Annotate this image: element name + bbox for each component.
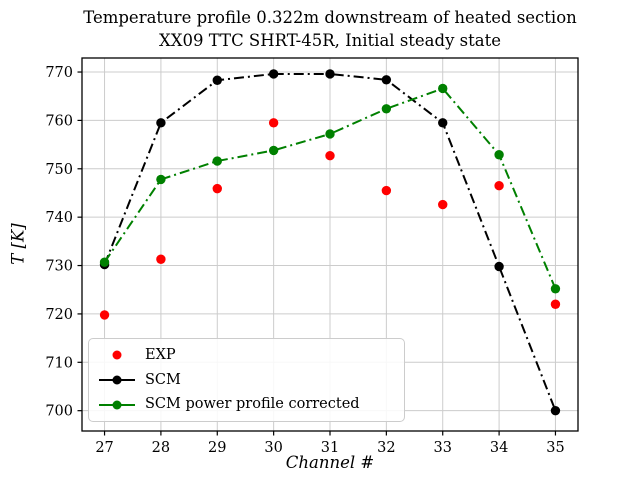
data-point-exp bbox=[268, 118, 279, 128]
data-point-scm bbox=[550, 405, 561, 416]
data-point-exp bbox=[212, 183, 222, 194]
data-point-scm-power-profile-corrected bbox=[438, 83, 448, 94]
legend-marker-scm-icon bbox=[99, 375, 135, 385]
data-point-exp bbox=[381, 185, 392, 196]
data-point-exp bbox=[325, 151, 335, 161]
legend-row-scm: SCM bbox=[97, 371, 396, 389]
x-tick-label: 35 bbox=[546, 440, 564, 456]
series-line-scm bbox=[103, 72, 557, 412]
data-point-scm bbox=[268, 69, 279, 79]
x-axis-label: Channel # bbox=[285, 453, 375, 472]
y-tick-label: 740 bbox=[45, 210, 73, 226]
y-axis-label: T [K] bbox=[8, 223, 28, 265]
y-tick-label: 760 bbox=[45, 113, 73, 129]
legend-marker-scm-corrected-icon bbox=[99, 400, 135, 410]
x-tick-label: 34 bbox=[490, 440, 508, 456]
data-point-exp bbox=[156, 254, 166, 264]
legend-row-exp: EXP bbox=[97, 346, 396, 364]
x-tick-label: 27 bbox=[95, 440, 113, 456]
x-tick-label: 31 bbox=[321, 440, 339, 456]
data-point-scm-power-profile-corrected bbox=[381, 104, 392, 114]
x-tick-label: 33 bbox=[434, 440, 452, 456]
y-tick-label: 730 bbox=[45, 259, 73, 275]
legend-label-exp: EXP bbox=[145, 347, 176, 364]
chart-title-line1: Temperature profile 0.322m downstream of… bbox=[83, 8, 577, 27]
y-tick-label: 700 bbox=[45, 404, 73, 420]
data-point-exp bbox=[550, 299, 561, 309]
data-point-scm-power-profile-corrected bbox=[99, 257, 110, 267]
y-tick-label: 770 bbox=[45, 65, 73, 81]
legend: EXP SCM SCM power profile corrected bbox=[88, 338, 405, 422]
x-tick-label: 29 bbox=[208, 440, 226, 456]
data-point-exp bbox=[438, 199, 448, 210]
x-tick-label: 32 bbox=[377, 440, 395, 456]
data-point-scm bbox=[381, 75, 392, 85]
y-tick-label: 710 bbox=[45, 355, 73, 371]
legend-row-scm-corrected: SCM power profile corrected bbox=[97, 396, 396, 414]
plot-border bbox=[81, 57, 579, 432]
data-point-scm bbox=[212, 75, 222, 85]
data-point-scm-power-profile-corrected bbox=[325, 129, 335, 139]
data-point-scm-power-profile-corrected bbox=[494, 150, 504, 160]
data-point-scm bbox=[156, 118, 166, 128]
y-tick-label: 750 bbox=[45, 162, 73, 178]
legend-marker-exp-icon bbox=[112, 350, 122, 360]
legend-label-scm: SCM bbox=[145, 371, 181, 388]
data-point-scm bbox=[438, 118, 448, 128]
chart-title-line2: XX09 TTC SHRT-45R, Initial steady state bbox=[159, 30, 501, 50]
data-point-exp bbox=[494, 181, 504, 191]
y-tick-label: 720 bbox=[45, 307, 73, 323]
chart-title: Temperature profile 0.322m downstream of… bbox=[83, 7, 577, 52]
data-point-scm bbox=[494, 261, 504, 272]
x-tick-label: 30 bbox=[264, 440, 282, 456]
data-point-scm-power-profile-corrected bbox=[212, 156, 222, 166]
legend-label-scm-corrected: SCM power profile corrected bbox=[145, 396, 360, 413]
data-point-scm-power-profile-corrected bbox=[268, 145, 279, 156]
data-point-scm bbox=[325, 69, 335, 79]
data-point-exp bbox=[99, 310, 110, 320]
data-point-scm-power-profile-corrected bbox=[550, 284, 561, 294]
data-point-scm-power-profile-corrected bbox=[156, 174, 166, 185]
x-tick-label: 28 bbox=[152, 440, 170, 456]
